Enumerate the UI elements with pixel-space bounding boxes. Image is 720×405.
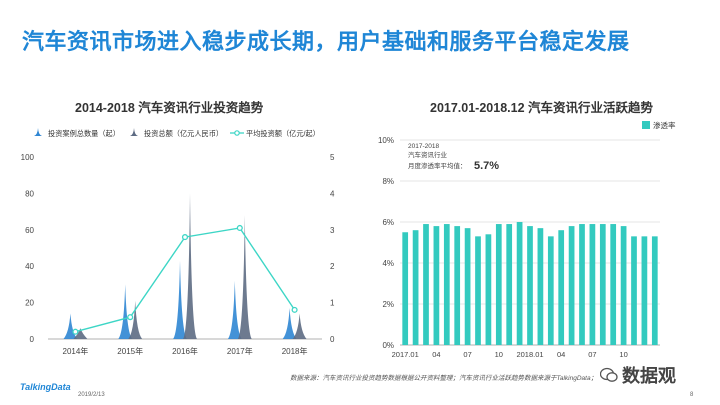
penetration-bar [537,228,544,345]
penetration-bar [402,232,409,345]
penetration-bar [475,236,481,345]
penetration-bar [495,224,502,345]
wechat-icon [600,367,618,382]
x-tick-label: 07 [463,350,471,359]
x-tick-label: 2016年 [172,346,198,356]
average-investment-line [75,227,296,333]
average-investment-point [236,224,243,232]
penetration-bar [620,226,627,345]
legend-label: 投资案例总数量（起） [48,129,120,138]
penetration-bar [610,224,617,345]
investment-amount-spike [128,300,143,339]
penetration-bar [516,222,523,345]
watermark-text: 数据观 [622,366,676,386]
average-investment-point [72,328,79,335]
annotation-period: 2017-2018 [408,143,439,150]
legend-count-icon [34,128,42,136]
average-investment-point [181,234,189,241]
x-tick-label: 10 [495,350,503,359]
investment-amount-spike [183,193,197,339]
report-date: 2019/2/13 [78,392,105,398]
right-y-tick-label: 1 [330,299,335,308]
average-investment-point [127,314,134,321]
left-y-tick-label: 0 [30,335,35,344]
investment-amount-spike [73,328,88,339]
page-title: 汽车资讯市场进入稳步成长期，用户基础和服务平台稳定发展 [22,29,630,54]
penetration-bar [423,224,429,345]
penetration-bar [547,236,554,345]
source-note: 数据来源：汽车资讯行业投资趋势数据根据公开资料整理；汽车资讯行业活跃趋势数据来源… [290,375,598,382]
penetration-bar [568,226,575,345]
penetration-bar [454,226,461,345]
penetration-bar [506,224,513,345]
penetration-bar [641,236,648,345]
penetration-bar [527,226,533,345]
right-y-tick-label: 4 [330,189,335,198]
y-tick-label: 2% [382,300,394,309]
penetration-bar [443,224,450,345]
brand-logo: TalkingData [20,382,71,392]
right-y-tick-label: 2 [330,262,335,271]
left-y-tick-label: 100 [21,153,35,162]
case-count-spike [118,284,133,339]
legend-label: 投资总额（亿元人民币） [144,129,223,138]
y-tick-label: 4% [382,259,394,268]
watermark: 数据观 [600,362,676,388]
left-chart-title: 2014-2018 汽车资讯行业投资趋势 [75,101,264,115]
right-y-tick-label: 0 [330,335,335,344]
left-y-tick-label: 60 [25,226,34,235]
x-tick-label: 10 [619,350,627,359]
right-y-tick-label: 3 [330,226,335,235]
case-count-spike [282,308,297,339]
investment-amount-spike [292,313,307,339]
legend-amount-icon [130,128,138,136]
x-tick-label: 2018.01 [516,350,543,359]
y-tick-label: 0% [382,341,394,350]
y-tick-label: 6% [382,218,394,227]
investment-amount-spike [237,215,252,339]
x-tick-label: 2014年 [63,346,89,356]
penetration-bar [558,230,565,345]
legend-swatch [642,121,650,129]
left-y-tick-label: 40 [25,262,34,271]
average-investment-point [291,306,298,313]
page-number: 8 [690,392,694,398]
penetration-bar [464,228,471,345]
penetration-bar [579,224,585,345]
penetration-bar [651,236,658,345]
legend-line-marker [234,130,240,136]
case-count-spike [63,313,78,339]
x-tick-label: 2017年 [227,346,253,356]
penetration-bar [433,226,440,345]
left-y-tick-label: 20 [25,299,34,308]
activity-trend-chart: 0%2%4%6%8%10%2017.01 04 07 10 2018.01 04 07 10 … [378,120,676,359]
penetration-bar [631,236,637,345]
annotation-value: 5.7% [474,160,499,172]
penetration-bar [589,224,596,345]
penetration-bar [599,224,606,345]
case-count-spike [173,260,187,339]
penetration-bar [412,230,419,345]
x-tick-label: 04 [432,350,440,359]
case-count-spike [227,280,242,339]
annotation-industry: 汽车资讯行业 [408,150,448,159]
legend-label: 平均投资额（亿元/起） [246,129,320,138]
right-y-tick-label: 5 [330,153,335,162]
legend-label: 渗透率 [653,120,676,130]
investment-trend-chart: 投资案例总数量（起） 投资总额（亿元人民币） 平均投资额（亿元/起） 0204060… [21,128,335,356]
x-tick-label: 07 [588,350,596,359]
annotation-label: 月度渗透率平均值： [408,161,467,170]
x-tick-label: 2018年 [282,346,308,356]
penetration-bar [485,234,492,345]
right-chart-title: 2017.01-2018.12 汽车资讯行业活跃趋势 [430,101,654,115]
x-tick-label: 2015年 [117,346,143,356]
x-tick-label: 2017.01 [392,350,419,359]
x-tick-label: 04 [557,350,565,359]
y-tick-label: 8% [382,177,394,186]
y-tick-label: 10% [378,136,394,145]
left-y-tick-label: 80 [25,189,34,198]
